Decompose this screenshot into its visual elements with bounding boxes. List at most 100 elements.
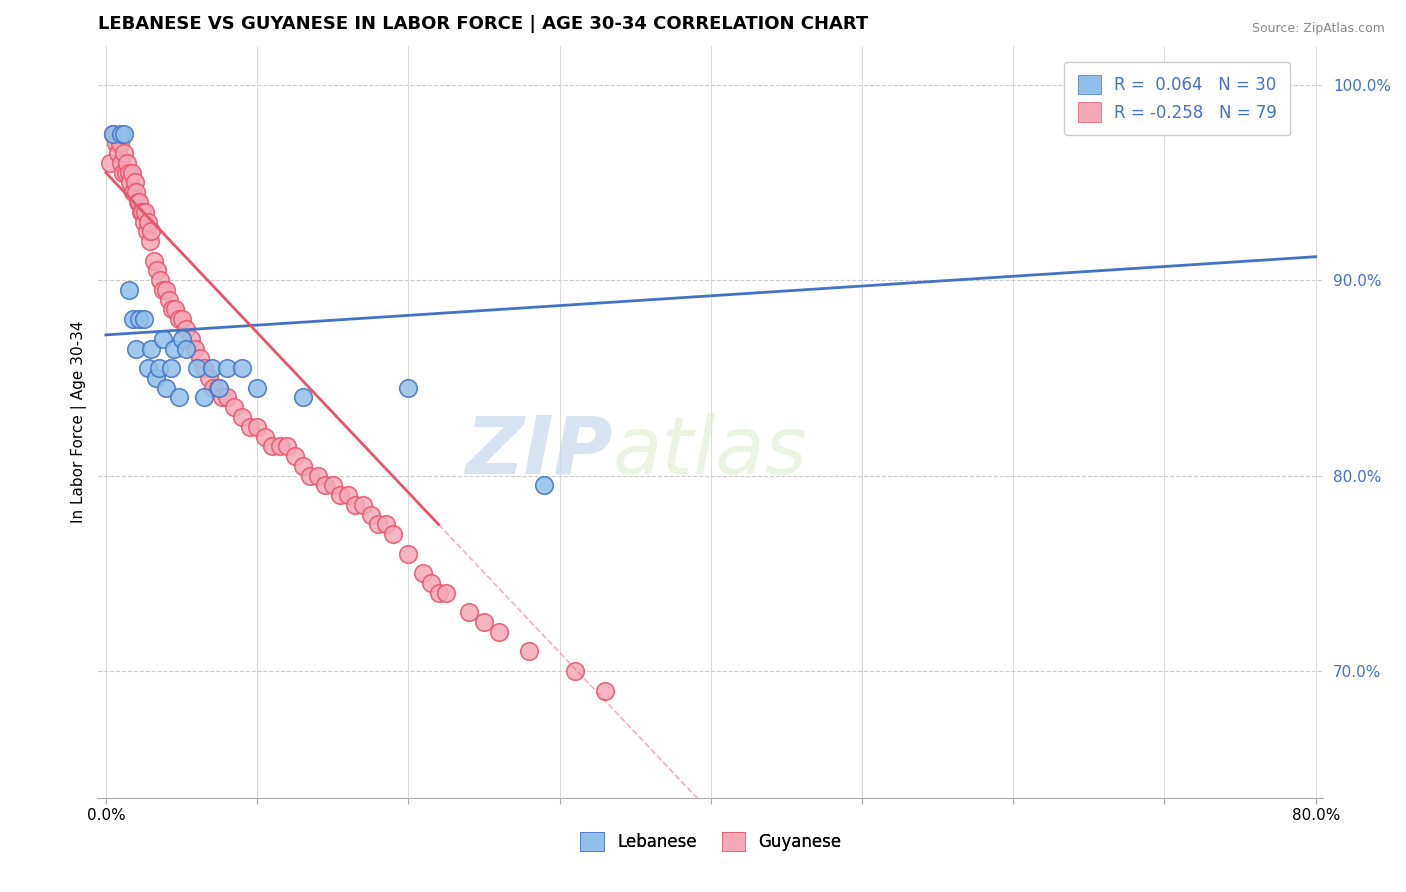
Point [122,186,145,200]
Point [121,166,143,180]
Point [253,429,276,443]
Point [193,391,215,405]
Point [215,391,238,405]
Point [291,391,314,405]
Point [593,683,616,698]
Point [224,401,246,415]
Point [193,361,215,376]
Point [180,332,202,346]
Point [472,615,495,630]
Point [141,224,163,238]
Point [167,312,190,326]
Point [146,263,169,277]
Point [155,381,177,395]
Point [105,136,128,151]
Point [517,644,540,658]
Point [457,606,479,620]
Point [117,283,139,297]
Point [291,458,314,473]
Point [231,409,253,424]
Point [149,273,172,287]
Point [186,361,208,376]
Point [127,194,149,209]
Point [167,391,190,405]
Point [211,391,233,405]
Point [112,146,135,161]
Point [163,342,186,356]
Point [132,214,155,228]
Point [533,478,555,492]
Point [202,381,225,395]
Point [131,204,153,219]
Legend: Lebanese, Guyanese: Lebanese, Guyanese [574,825,848,857]
Text: ZIP: ZIP [465,413,613,491]
Point [124,176,146,190]
Point [396,547,419,561]
Point [139,234,162,248]
Point [122,312,145,326]
Point [215,361,238,376]
Point [160,361,183,376]
Point [434,586,457,600]
Point [120,176,142,190]
Point [107,146,129,161]
Point [117,166,139,180]
Point [564,664,586,678]
Point [159,293,181,307]
Text: Source: ZipAtlas.com: Source: ZipAtlas.com [1251,22,1385,36]
Point [174,322,197,336]
Point [112,127,135,141]
Point [322,478,344,492]
Point [136,214,159,228]
Point [111,166,134,180]
Point [108,136,131,151]
Point [170,332,193,346]
Point [201,361,224,376]
Point [239,419,262,434]
Point [148,361,170,376]
Y-axis label: In Labor Force | Age 30-34: In Labor Force | Age 30-34 [72,320,87,523]
Point [125,342,148,356]
Point [427,586,450,600]
Point [162,302,184,317]
Point [145,371,167,385]
Point [165,302,187,317]
Text: atlas: atlas [613,413,807,491]
Point [231,361,253,376]
Point [132,312,155,326]
Point [374,517,396,532]
Point [197,371,219,385]
Point [344,498,367,512]
Point [299,468,322,483]
Point [208,381,231,395]
Point [100,156,122,170]
Point [307,468,329,483]
Point [207,381,229,395]
Point [125,186,148,200]
Point [114,166,136,180]
Point [360,508,382,522]
Point [103,127,125,141]
Point [135,224,157,238]
Point [269,439,291,453]
Point [128,312,150,326]
Point [155,283,177,297]
Point [184,342,207,356]
Point [170,312,193,326]
Point [143,253,166,268]
Point [412,566,434,581]
Point [314,478,336,492]
Point [262,439,284,453]
Point [336,488,359,502]
Point [352,498,374,512]
Point [129,204,152,219]
Point [110,127,132,141]
Point [103,127,125,141]
Point [152,283,174,297]
Text: LEBANESE VS GUYANESE IN LABOR FORCE | AGE 30-34 CORRELATION CHART: LEBANESE VS GUYANESE IN LABOR FORCE | AG… [98,15,869,33]
Point [276,439,298,453]
Point [246,419,269,434]
Point [396,381,419,395]
Point [110,156,132,170]
Point [246,381,269,395]
